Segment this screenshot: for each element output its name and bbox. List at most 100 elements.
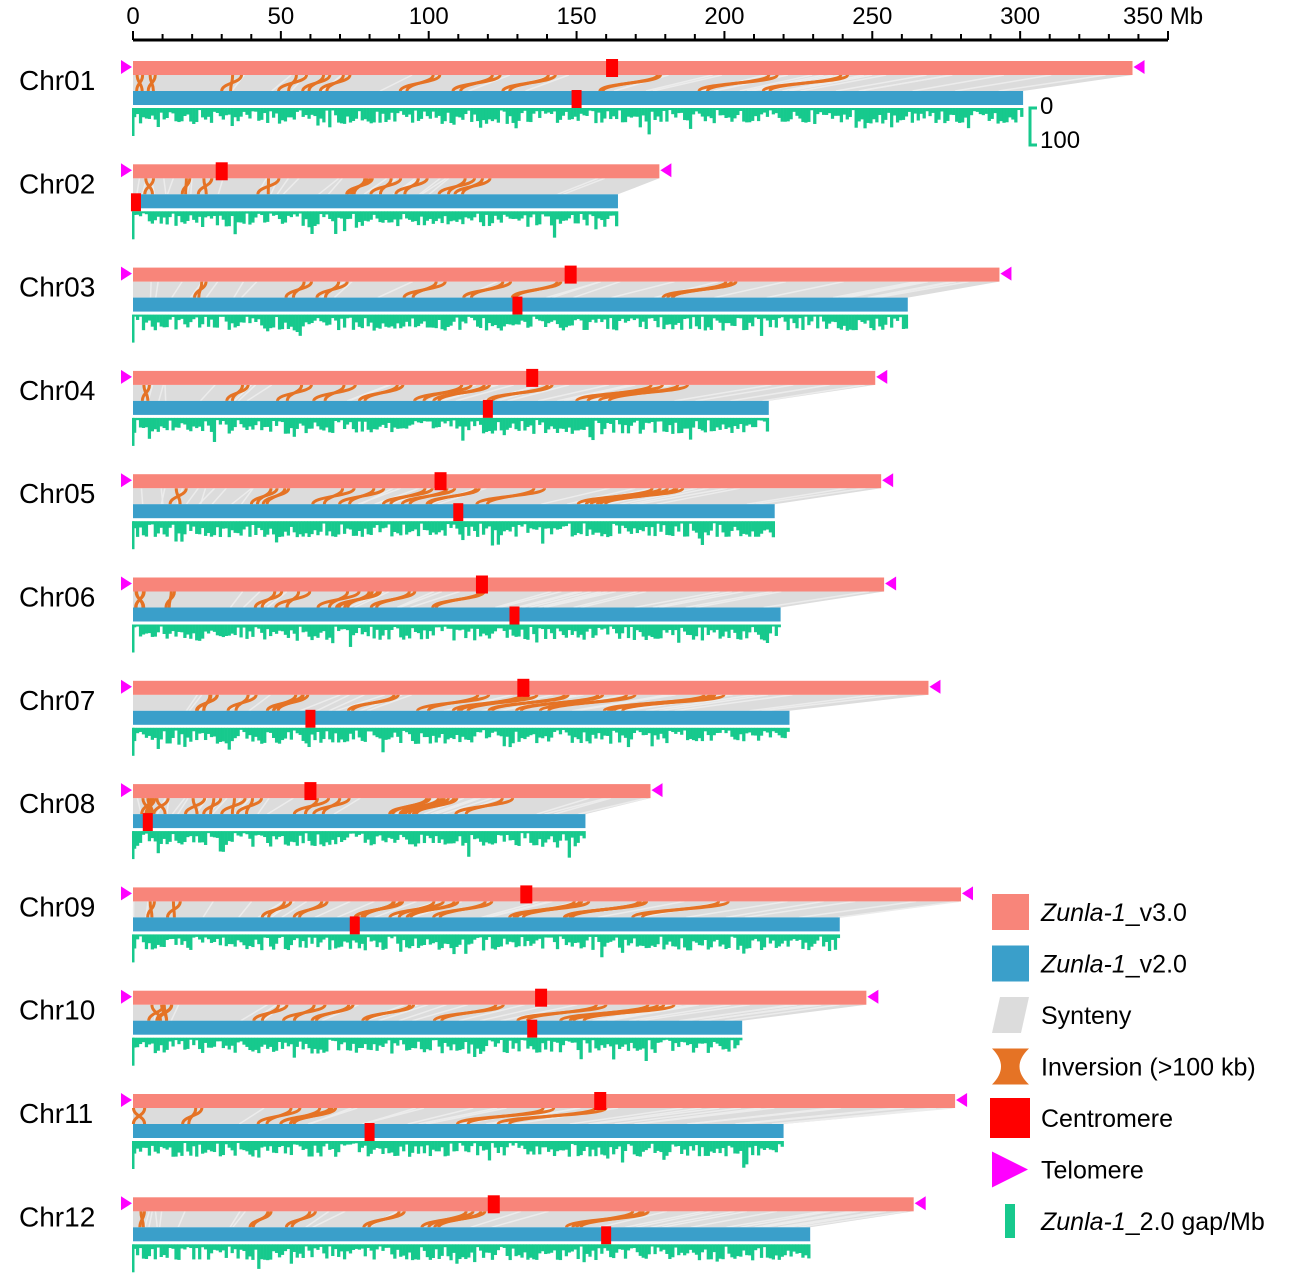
gap-bar [904, 108, 909, 117]
gap-bar [629, 624, 634, 628]
gap-bar [212, 521, 217, 536]
legend-label-italic: Zunla-1 [1040, 899, 1126, 927]
gap-bar [209, 314, 214, 320]
gap-bar [544, 314, 548, 327]
gap-bar [718, 1037, 722, 1047]
gap-bar [263, 314, 267, 329]
gap-bar [801, 108, 805, 123]
gap-bar [215, 727, 220, 744]
gap-bar [304, 624, 308, 632]
gap-bar [597, 1141, 601, 1148]
gap-bar [585, 314, 589, 330]
gap-bar [150, 1141, 154, 1146]
gap-bar [478, 1244, 483, 1251]
gap-bar [156, 211, 160, 217]
gap-bar [384, 521, 388, 528]
gap-bar [567, 1037, 571, 1042]
gap-bar [499, 1244, 503, 1247]
gap-bar [230, 108, 234, 127]
gap-bar [248, 727, 252, 736]
gap-bar [801, 314, 805, 330]
synteny-link [762, 1210, 861, 1229]
gap-bar [209, 624, 214, 631]
gap-bar [168, 1141, 172, 1148]
gap-bar [375, 1141, 379, 1148]
gap-bar [180, 831, 184, 845]
gap-bar [334, 521, 338, 537]
gap-bar [295, 417, 299, 429]
gap-bar [233, 417, 237, 428]
gap-bar [626, 1244, 631, 1251]
gap-bar [195, 417, 199, 429]
gap-bar [677, 108, 681, 114]
gap-bar [848, 108, 852, 117]
gap-bar [727, 934, 731, 948]
gap-bar [271, 108, 276, 118]
gap-bar [280, 1037, 285, 1049]
legend-label: Zunla-1_v3.0 [1040, 899, 1187, 927]
gap-bar [697, 1244, 702, 1261]
synteny-link [499, 590, 562, 609]
gap-bar [555, 1244, 560, 1260]
gap-bar [363, 211, 367, 221]
synteny-link [354, 590, 390, 609]
gap-bar [668, 1244, 672, 1260]
gap-bar [177, 934, 181, 939]
gap-bar [532, 108, 536, 114]
gap-bar [804, 1244, 808, 1256]
gap-bar [449, 727, 453, 738]
gap-bar [564, 1037, 568, 1041]
gap-bar [378, 314, 382, 329]
gap-left-edge [132, 727, 135, 756]
telomere-left [121, 679, 132, 694]
gap-bar [505, 521, 509, 531]
gap-bar [473, 934, 477, 940]
gap-bar [236, 934, 240, 941]
gap-bar [390, 314, 394, 327]
gap-bar [609, 417, 613, 424]
gap-bar [455, 934, 459, 947]
gap-bar [198, 1037, 202, 1050]
gap-bar [606, 211, 610, 219]
gap-bar [425, 108, 430, 117]
gap-bar [570, 314, 574, 326]
gap-bar [351, 1037, 356, 1044]
gap-bar [242, 1244, 246, 1252]
gap-bar [183, 1244, 187, 1250]
gap-bar [620, 934, 625, 953]
gap-bar [733, 314, 737, 327]
gap-bar [345, 831, 350, 838]
gap-bar [656, 314, 660, 328]
gap-bar [623, 1037, 628, 1045]
gap-bar [709, 1244, 713, 1260]
gap-bar [727, 727, 731, 731]
gap-bar [422, 1037, 427, 1053]
gap-bar [422, 934, 427, 945]
gap-bar [688, 1141, 693, 1147]
inversion-link [312, 384, 357, 402]
gap-bar [263, 417, 267, 428]
gap-bar [709, 934, 713, 948]
synteny-link [229, 1210, 241, 1228]
gap-bar [443, 1037, 447, 1043]
gap-bar [328, 831, 332, 845]
gap-bar [612, 108, 616, 117]
gap-bar [745, 934, 749, 949]
gap-bar [348, 1244, 353, 1254]
gap-bar [774, 1244, 778, 1256]
gap-bar [206, 1244, 211, 1260]
gap-bar [626, 624, 631, 639]
gap-bar [978, 108, 982, 115]
inversion-link [394, 177, 429, 195]
gap-bar [221, 211, 225, 220]
gap-bar [653, 1244, 657, 1255]
gap-bar [671, 1141, 675, 1145]
gap-bar [650, 417, 654, 423]
gap-bar [561, 211, 566, 221]
gap-bar [615, 314, 619, 331]
gap-bar [603, 417, 607, 429]
gap-bar [147, 417, 152, 439]
gap-scale-low: 0 [1040, 93, 1053, 120]
inversion-link [432, 383, 491, 403]
gap-bar [706, 521, 710, 536]
